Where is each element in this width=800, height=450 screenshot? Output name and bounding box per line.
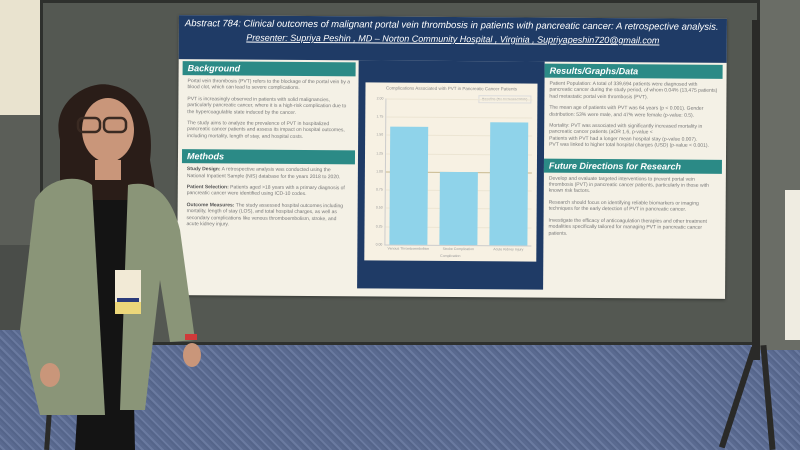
section-body-results: Patient Population: A total of 339,694 p… — [544, 78, 723, 158]
poster-right-column: Results/Graphs/Data Patient Population: … — [543, 62, 723, 246]
chart-title: Complications Associated with PVT in Pan… — [385, 85, 517, 92]
y-tick: 0.50 — [375, 205, 383, 210]
section-body-future: Develop and evaluate targeted interventi… — [543, 172, 722, 245]
paragraph: PVT was linked to higher total hospital … — [549, 141, 709, 150]
paragraph: Investigate the efficacy of anticoagulat… — [548, 217, 707, 237]
section-heading-background: Background — [182, 61, 356, 77]
paragraph: Mortality: PVT was associated with signi… — [549, 122, 703, 136]
y-tick: 1.75 — [376, 114, 384, 119]
bar-acute-kidney-injury — [489, 122, 529, 246]
paragraph: Patient Population: A total of 339,694 p… — [549, 80, 718, 101]
bar-venous-thromboembolism — [389, 126, 429, 245]
section-heading-future: Future Directions for Research — [543, 158, 722, 174]
bar-stroke — [439, 171, 478, 246]
x-tick: Venous Thromboembolism — [387, 246, 430, 251]
poster-presenter: Presenter: Supriya Peshin , MD – Norton … — [246, 32, 660, 46]
paragraph: The mean age of patients with PVT was 64… — [549, 104, 704, 119]
bar-chart: Complications Associated with PVT in Pan… — [364, 82, 538, 262]
research-poster: Abstract 784: Clinical outcomes of malig… — [177, 15, 727, 299]
poster-header: Abstract 784: Clinical outcomes of malig… — [178, 15, 727, 63]
y-tick: 0.00 — [375, 242, 383, 247]
paragraph: Research should focus on identifying rel… — [548, 199, 699, 213]
y-tick: 2.00 — [376, 96, 384, 101]
section-heading-results: Results/Graphs/Data — [544, 63, 723, 79]
x-tick: Stroke Complication — [442, 246, 475, 252]
paragraph: Develop and evaluate targeted interventi… — [548, 175, 709, 195]
y-tick: 1.00 — [376, 169, 383, 174]
y-tick: 0.75 — [375, 187, 383, 192]
poster-chart-panel: Complications Associated with PVT in Pan… — [357, 60, 545, 290]
gridline — [386, 116, 533, 119]
board-stand-post — [752, 20, 760, 360]
x-axis-label: Complication — [440, 253, 461, 259]
y-tick: 1.50 — [376, 132, 384, 137]
x-tick: Acute Kidney Injury — [493, 247, 524, 252]
plot-area: Adjusted Odds Ratio (aOR) 2.00 1.75 1.50… — [376, 96, 533, 252]
poster-title: Abstract 784: Clinical outcomes of malig… — [184, 18, 719, 33]
y-tick: 0.25 — [375, 224, 383, 229]
y-tick: 1.25 — [376, 151, 384, 156]
adjacent-poster-edge — [785, 190, 800, 340]
presenter-figure — [20, 84, 201, 450]
gridline — [386, 98, 533, 101]
